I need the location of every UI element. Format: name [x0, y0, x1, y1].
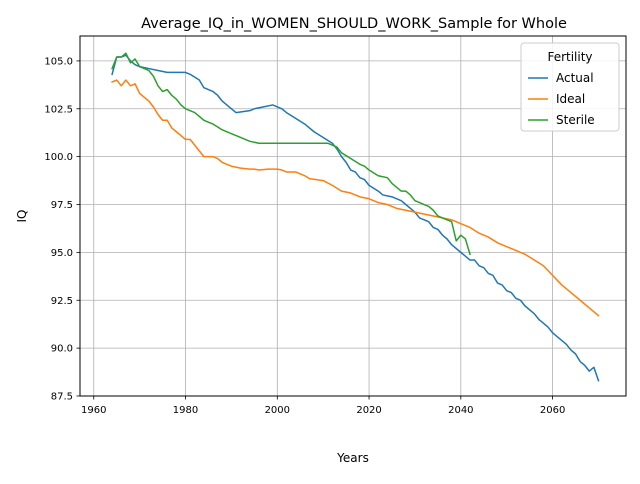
x-tick-label: 2060 — [540, 405, 565, 416]
series-line-ideal — [111, 79, 600, 317]
x-tick-label: 2020 — [356, 405, 381, 416]
y-axis-label: IQ — [15, 210, 29, 223]
legend-label-sterile: Sterile — [556, 113, 595, 127]
y-tick-label: 95.0 — [51, 248, 73, 259]
legend-box — [520, 42, 620, 132]
y-tick-label: 90.0 — [51, 344, 73, 355]
legend: Fertility Actual Ideal Sterile — [520, 42, 620, 132]
series-lines — [111, 52, 600, 382]
legend-items: Actual Ideal Sterile — [528, 71, 595, 127]
legend-label-actual: Actual — [556, 71, 594, 85]
legend-title: Fertility — [547, 50, 592, 64]
y-tick-label: 102.5 — [44, 104, 73, 115]
y-tick-label: 92.5 — [51, 296, 73, 307]
series-line-actual — [111, 54, 600, 382]
y-tick-label: 87.5 — [51, 392, 73, 403]
axis-ticks: 1960 1980 2000 2020 2040 2060 87.5 90.0 92.5 95.0… — [44, 56, 565, 416]
y-tick-label: 100.0 — [44, 152, 73, 163]
x-axis-label: Years — [336, 451, 369, 465]
x-tick-label: 2000 — [265, 405, 290, 416]
plot-frame — [79, 35, 627, 397]
series-line-sterile — [111, 52, 471, 256]
chart-title: Average_IQ_in_WOMEN_SHOULD_WORK_Sample f… — [141, 16, 567, 32]
x-tick-label: 2040 — [448, 405, 473, 416]
x-tick-label: 1980 — [173, 405, 198, 416]
legend-label-ideal: Ideal — [556, 92, 585, 106]
x-tick-label: 1960 — [81, 405, 106, 416]
y-tick-label: 105.0 — [44, 56, 73, 67]
y-tick-label: 97.5 — [51, 200, 73, 211]
